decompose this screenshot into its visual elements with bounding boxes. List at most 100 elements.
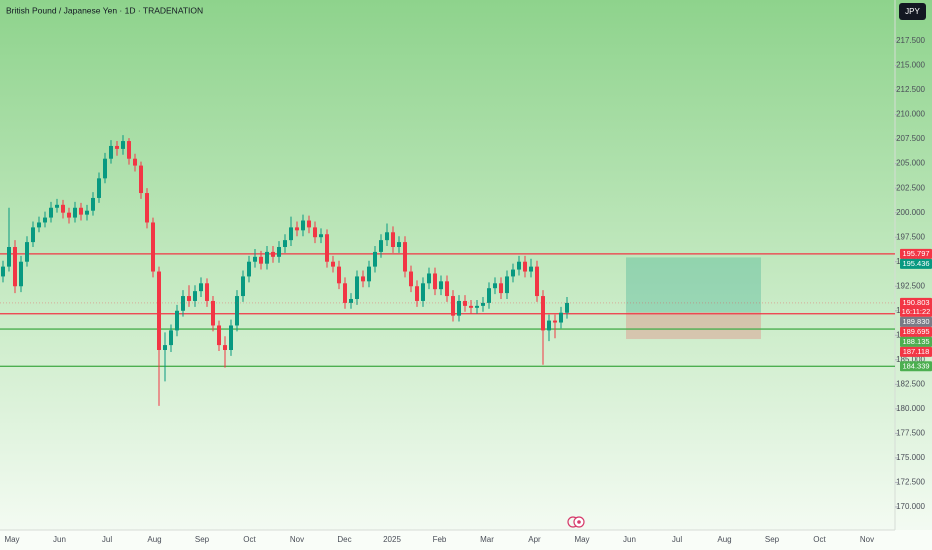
y-tick-label: 200.000 xyxy=(896,208,925,217)
candle-body xyxy=(19,261,23,287)
candle-body xyxy=(103,158,107,179)
candle-body xyxy=(289,227,293,241)
price-tag-label: 195.797 xyxy=(902,249,929,258)
candle-body xyxy=(1,266,5,277)
candle-body xyxy=(277,246,281,257)
candle-body xyxy=(313,227,317,238)
candle-body xyxy=(367,266,371,282)
candle-body xyxy=(223,345,227,350)
candle-body xyxy=(85,210,89,215)
candle-body xyxy=(301,220,305,231)
price-tag-label: 195.436 xyxy=(902,259,929,268)
candle-body xyxy=(373,251,377,267)
x-tick-label: Nov xyxy=(860,535,874,544)
y-tick-label: 192.500 xyxy=(896,281,925,290)
candle-body xyxy=(505,276,509,294)
currency-button[interactable] xyxy=(899,3,926,20)
candle-body xyxy=(499,283,503,294)
price-tag-label: 187.118 xyxy=(903,347,930,356)
candle-body xyxy=(271,251,275,257)
candle-body xyxy=(379,240,383,252)
candle-body xyxy=(139,165,143,194)
x-tick-label: Apr xyxy=(528,535,541,544)
x-tick-label: Jul xyxy=(102,535,112,544)
candle-body xyxy=(361,276,365,282)
candle-body xyxy=(547,320,551,331)
candle-body xyxy=(535,266,539,297)
x-tick-label: Oct xyxy=(243,535,256,544)
candle-body xyxy=(241,276,245,297)
candle-body xyxy=(457,300,461,316)
candle-body xyxy=(517,261,521,270)
candle-body xyxy=(79,207,83,215)
candle-body xyxy=(127,141,131,159)
x-tick-label: Jul xyxy=(672,535,682,544)
candle-body xyxy=(349,298,353,303)
candle-body xyxy=(151,222,155,272)
time-axis-bg xyxy=(0,530,932,550)
price-tag-label: 189.695 xyxy=(902,327,929,336)
candle-body xyxy=(427,273,431,284)
candle-body xyxy=(283,240,287,247)
candle-body xyxy=(43,217,47,223)
candle-body xyxy=(553,320,557,323)
price-tag-label: 189.830 xyxy=(902,317,929,326)
candle-body xyxy=(433,273,437,290)
y-tick-label: 205.000 xyxy=(896,159,925,168)
candle-body xyxy=(481,302,485,306)
price-tag xyxy=(900,316,932,327)
countdown-label: 16:11:22 xyxy=(902,307,931,316)
candle-body xyxy=(445,281,449,297)
candle-body xyxy=(235,296,239,326)
candle-body xyxy=(31,227,35,243)
price-tag xyxy=(900,258,932,269)
candle-body xyxy=(247,261,251,277)
candle-body xyxy=(493,283,497,289)
currency-label[interactable]: JPY xyxy=(905,7,920,16)
icon-dot[interactable] xyxy=(577,520,581,524)
candle-body xyxy=(157,271,161,350)
price-tag-label: 188.135 xyxy=(902,337,929,346)
candle-body xyxy=(61,204,65,213)
candle-body xyxy=(7,246,11,267)
replay-icon[interactable] xyxy=(567,516,585,528)
x-tick-label: Sep xyxy=(765,535,780,544)
price-tag-label: 190.803 xyxy=(902,298,929,307)
y-tick-label: 180.000 xyxy=(896,404,925,413)
candle-body xyxy=(169,330,173,346)
candle-body xyxy=(307,220,311,228)
y-tick-label: 202.500 xyxy=(896,183,925,192)
candle-body xyxy=(97,178,101,198)
y-tick-label: 215.000 xyxy=(896,61,925,70)
stop-loss-zone xyxy=(626,312,761,340)
candle-body xyxy=(439,281,443,290)
y-tick-label: 217.500 xyxy=(896,36,925,45)
price-tag xyxy=(900,361,932,372)
x-tick-label: Aug xyxy=(717,535,731,544)
x-tick-label: Feb xyxy=(433,535,447,544)
candle-body xyxy=(163,345,167,350)
candle-body xyxy=(421,283,425,301)
candle-body xyxy=(109,145,113,159)
price-tag-label: 184.339 xyxy=(902,361,929,370)
candle-body xyxy=(403,242,407,272)
price-tag xyxy=(900,248,932,259)
x-tick-label: May xyxy=(4,535,19,544)
candle-body xyxy=(229,325,233,350)
candle-body xyxy=(187,296,191,301)
candle-body xyxy=(469,305,473,308)
x-tick-label: Oct xyxy=(813,535,826,544)
candle-body xyxy=(451,296,455,316)
candle-body xyxy=(355,276,359,299)
candle-body xyxy=(193,291,197,301)
x-tick-label: May xyxy=(574,535,589,544)
candle-body xyxy=(523,261,527,272)
take-profit-zone xyxy=(626,257,761,313)
candle-body xyxy=(253,256,257,262)
x-tick-label: Nov xyxy=(290,535,304,544)
candle-body xyxy=(343,283,347,303)
candle-body xyxy=(265,251,269,264)
x-tick-label: Aug xyxy=(147,535,161,544)
